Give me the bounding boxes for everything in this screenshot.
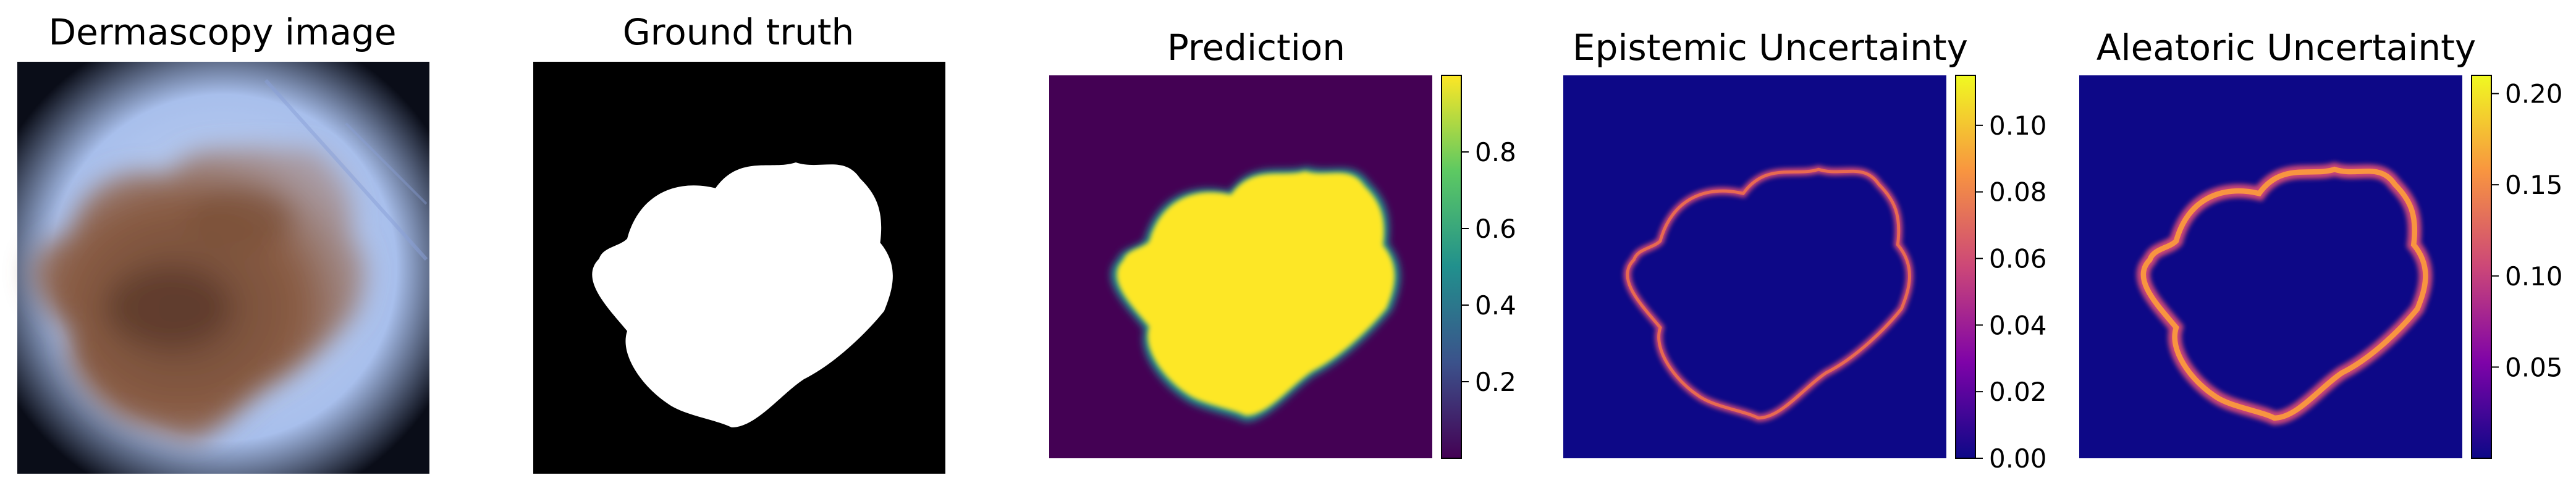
panel-title-epistemic: Epistemic Uncertainty bbox=[1573, 27, 1968, 69]
colorbar-tick-label: 0.06 bbox=[1989, 244, 2047, 274]
colorbar-tick-label: 0.10 bbox=[2505, 261, 2563, 292]
colorbar-tick-label: 0.04 bbox=[1989, 310, 2047, 340]
colorbar-epistemic: 0.00 0.02 0.04 0.06 0.08 0.10 bbox=[1955, 75, 2047, 474]
colorbar-tick-label: 0.02 bbox=[1989, 377, 2047, 407]
colorbar-tick-label: 0.08 bbox=[1989, 177, 2047, 208]
colorbar-tick-label: 0.20 bbox=[2505, 79, 2563, 109]
colorbar-tick-label: 0.10 bbox=[1989, 111, 2047, 141]
panel-title-dermoscopy: Dermascopy image bbox=[48, 11, 396, 53]
panel-title-ground-truth: Ground truth bbox=[623, 11, 855, 53]
dermoscopy-image bbox=[17, 62, 429, 474]
panel-title-prediction: Prediction bbox=[1167, 27, 1345, 69]
colorbar-tick-label: 0.2 bbox=[1475, 367, 1516, 397]
prediction-map bbox=[1049, 75, 1432, 458]
colorbar-tick-label: 0.00 bbox=[1989, 443, 2047, 474]
epistemic-uncertainty-map bbox=[1563, 75, 1946, 458]
colorbar-tick-label: 0.15 bbox=[2505, 170, 2563, 200]
panel-title-aleatoric: Aleatoric Uncertainty bbox=[2097, 27, 2476, 69]
colorbar-tick-label: 0.6 bbox=[1475, 214, 1516, 244]
aleatoric-uncertainty-map bbox=[2079, 75, 2462, 458]
colorbar-tick-label: 0.05 bbox=[2505, 352, 2563, 382]
ground-truth-mask bbox=[533, 62, 945, 474]
colorbar-aleatoric: 0.05 0.10 0.15 0.20 bbox=[2471, 75, 2563, 459]
colorbar-tick-label: 0.8 bbox=[1475, 137, 1516, 167]
colorbar-tick-label: 0.4 bbox=[1475, 290, 1516, 321]
colorbar-prediction: 0.2 0.4 0.6 0.8 bbox=[1441, 75, 1516, 459]
